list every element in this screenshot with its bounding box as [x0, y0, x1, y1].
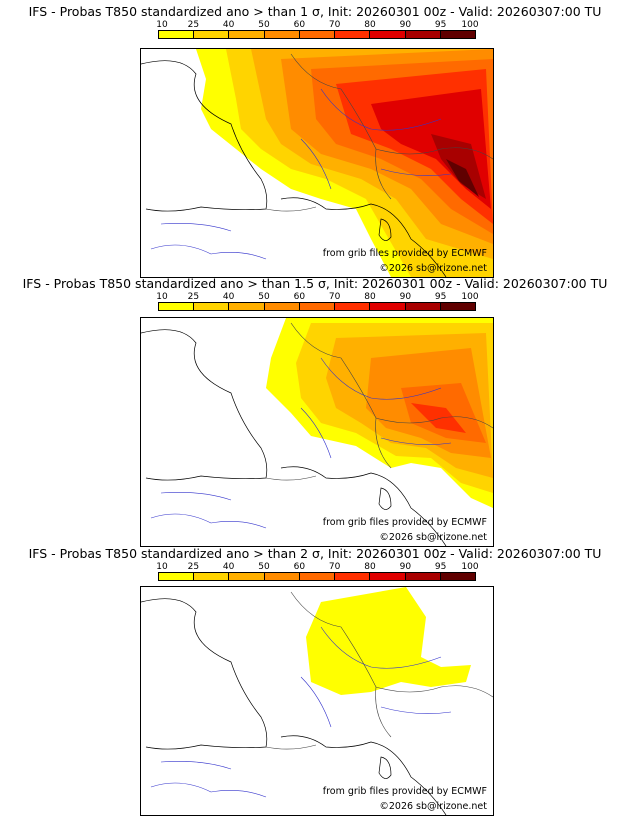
scale-tick-label: 80	[364, 562, 376, 572]
scale-swatch	[159, 31, 195, 38]
coastlines	[141, 598, 447, 815]
scale-tick-label: 100	[461, 562, 479, 572]
scale-tick-label: 95	[434, 20, 447, 30]
borders	[265, 322, 493, 481]
scale-tick-label: 95	[434, 562, 447, 572]
scale-swatch	[194, 573, 230, 580]
panel-3: IFS - Probas T850 standardized ano > tha…	[0, 546, 630, 822]
scale-tick-label: 10	[156, 20, 168, 30]
scale-tick-label: 60	[293, 20, 306, 30]
scale-swatch	[370, 31, 406, 38]
panel-title: IFS - Probas T850 standardized ano > tha…	[22, 276, 608, 291]
scale-tick-label: 100	[461, 292, 479, 302]
map-graphic	[141, 587, 493, 815]
source-credit: from grib files provided by ECMWF	[322, 786, 487, 797]
scale-tick-label: 100	[461, 20, 479, 30]
color-scale: 10 25 40 50 60 70 80 90 95 100	[156, 562, 479, 590]
borders	[265, 53, 493, 212]
probability-map: from grib files provided by ECMWF ©2026 …	[140, 317, 494, 547]
rivers	[150, 357, 452, 529]
scale-swatch	[440, 31, 475, 38]
scale-tick-label: 90	[399, 292, 412, 302]
rivers	[150, 88, 452, 260]
scale-tick-label: 50	[258, 20, 270, 30]
scale-swatch	[264, 303, 300, 310]
scale-tick-label: 10	[156, 562, 168, 572]
borders	[265, 591, 493, 750]
scale-swatch	[405, 303, 441, 310]
panel-2: IFS - Probas T850 standardized ano > tha…	[0, 276, 630, 552]
scale-swatch	[159, 303, 195, 310]
scale-swatch	[405, 31, 441, 38]
scale-bar	[158, 30, 476, 39]
copyright-credit: ©2026 sb@irizone.net	[379, 532, 487, 543]
scale-ticks: 10 25 40 50 60 70 80 90 95 100	[156, 292, 479, 302]
scale-tick-label: 70	[328, 292, 341, 302]
panel-title: IFS - Probas T850 standardized ano > tha…	[28, 546, 602, 561]
scale-tick-label: 80	[364, 20, 376, 30]
probability-map: from grib files provided by ECMWF ©2026 …	[140, 586, 494, 816]
prob-95	[446, 159, 479, 197]
prob-70	[411, 403, 466, 433]
scale-tick-label: 95	[434, 292, 447, 302]
scale-swatch	[405, 573, 441, 580]
map-graphic	[141, 49, 493, 277]
color-scale: 10 25 40 50 60 70 80 90 95 100	[156, 20, 479, 48]
scale-tick-label: 80	[364, 292, 376, 302]
scale-swatch	[299, 31, 336, 38]
scale-swatch	[229, 573, 265, 580]
scale-tick-label: 40	[222, 292, 235, 302]
scale-swatch	[159, 573, 195, 580]
rivers	[150, 626, 452, 798]
scale-swatch	[194, 303, 230, 310]
scale-swatch	[335, 31, 371, 38]
scale-tick-label: 25	[187, 292, 200, 302]
scale-swatch	[299, 573, 336, 580]
scale-tick-label: 50	[258, 292, 270, 302]
scale-tick-label: 25	[187, 20, 200, 30]
copyright-credit: ©2026 sb@irizone.net	[379, 263, 487, 274]
scale-bar	[158, 572, 476, 581]
scale-ticks: 10 25 40 50 60 70 80 90 95 100	[156, 20, 479, 30]
scale-tick-label: 60	[293, 292, 306, 302]
scale-swatch	[335, 573, 371, 580]
scale-tick-label: 50	[258, 562, 270, 572]
scale-swatch	[370, 303, 406, 310]
scale-swatch	[194, 31, 230, 38]
scale-swatch	[264, 31, 300, 38]
scale-tick-label: 70	[328, 562, 341, 572]
scale-swatch	[370, 573, 406, 580]
coastlines	[141, 60, 447, 277]
probability-field	[306, 587, 471, 695]
scale-bar	[158, 302, 476, 311]
source-credit: from grib files provided by ECMWF	[322, 517, 487, 528]
scale-swatch	[229, 303, 265, 310]
probability-map: from grib files provided by ECMWF ©2026 …	[140, 48, 494, 278]
scale-swatch	[440, 303, 475, 310]
scale-tick-label: 90	[399, 20, 412, 30]
color-scale: 10 25 40 50 60 70 80 90 95 100	[156, 292, 479, 320]
scale-swatch	[299, 303, 336, 310]
source-credit: from grib files provided by ECMWF	[322, 248, 487, 259]
copyright-credit: ©2026 sb@irizone.net	[379, 801, 487, 812]
scale-tick-label: 70	[328, 20, 341, 30]
scale-tick-label: 10	[156, 292, 168, 302]
scale-tick-label: 40	[222, 562, 235, 572]
coastlines	[141, 329, 447, 546]
probability-field	[196, 49, 493, 277]
panel-title: IFS - Probas T850 standardized ano > tha…	[28, 4, 602, 19]
scale-tick-label: 60	[293, 562, 306, 572]
scale-ticks: 10 25 40 50 60 70 80 90 95 100	[156, 562, 479, 572]
scale-swatch	[264, 573, 300, 580]
prob-10	[306, 587, 471, 695]
scale-tick-label: 90	[399, 562, 412, 572]
probability-field	[266, 318, 493, 508]
map-graphic	[141, 318, 493, 546]
scale-swatch	[229, 31, 265, 38]
scale-swatch	[335, 303, 371, 310]
scale-swatch	[440, 573, 475, 580]
panel-1: IFS - Probas T850 standardized ano > tha…	[0, 4, 630, 280]
scale-tick-label: 25	[187, 562, 200, 572]
scale-tick-label: 40	[222, 20, 235, 30]
